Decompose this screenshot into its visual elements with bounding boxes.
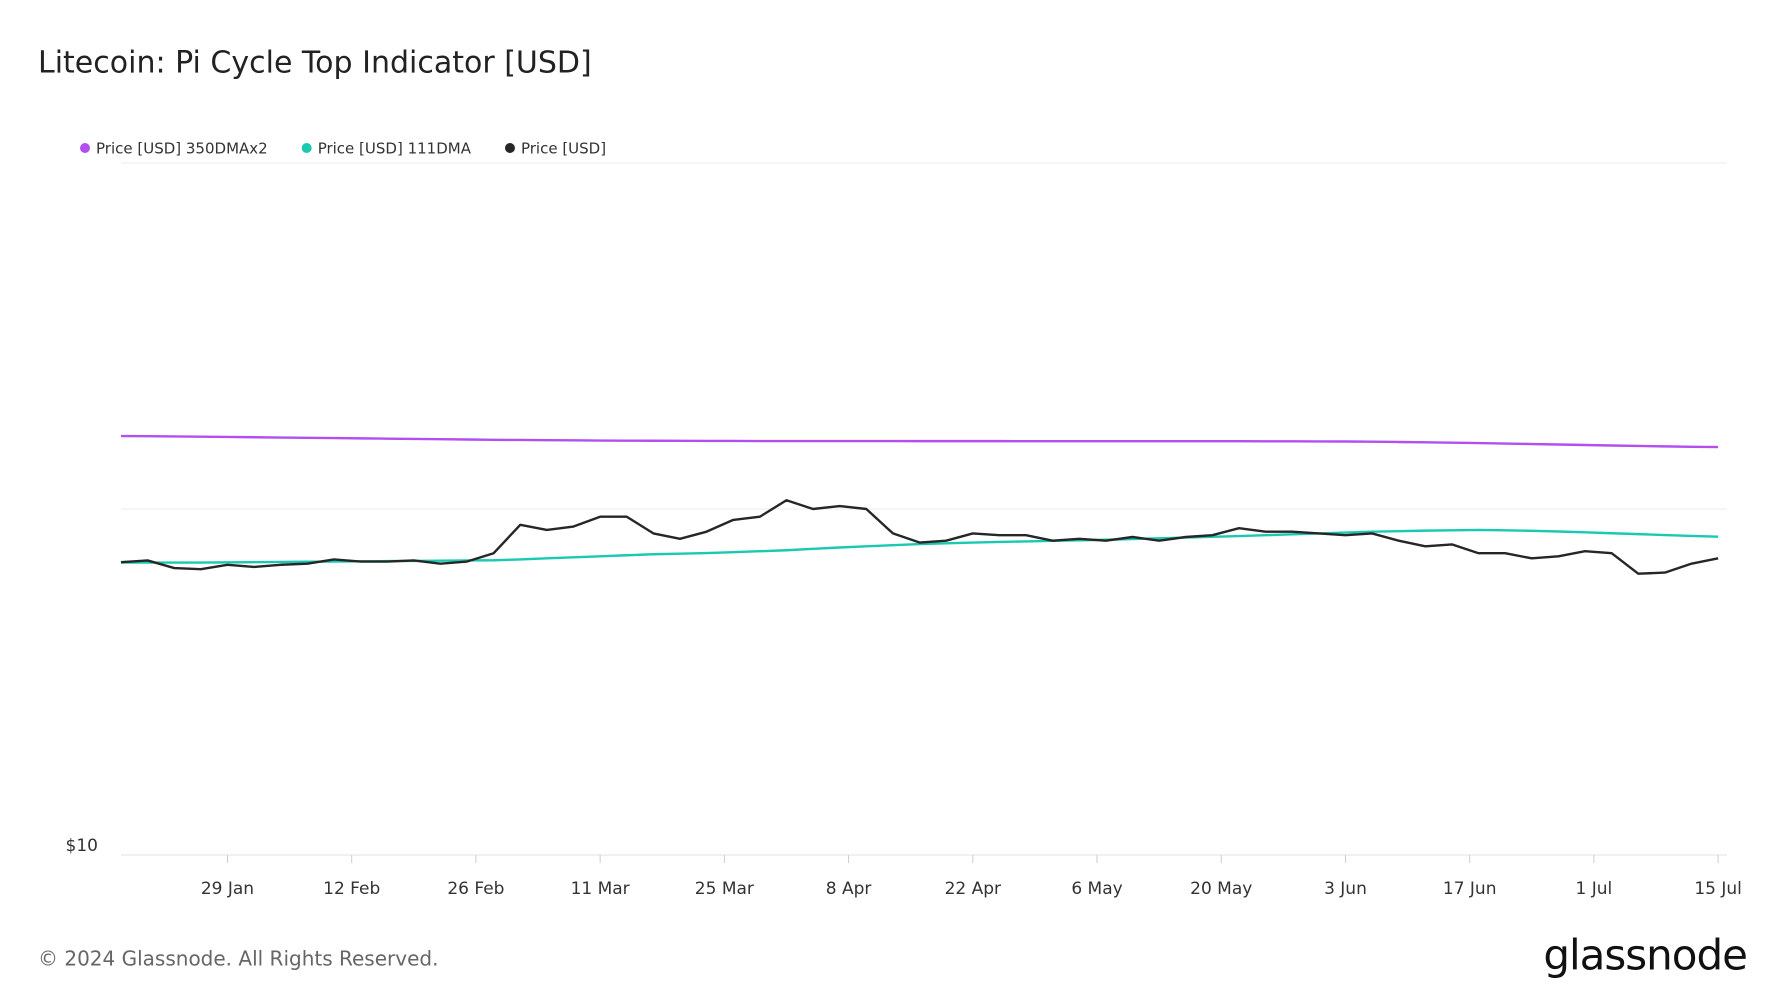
x-tick-label: 29 Jan xyxy=(201,879,254,899)
x-tick-label: 6 May xyxy=(1071,879,1122,899)
legend-label: Price [USD] xyxy=(521,140,606,158)
x-tick-label: 8 Apr xyxy=(826,879,872,899)
series-line xyxy=(120,434,1719,449)
x-tick-label: 12 Feb xyxy=(323,879,380,899)
legend-label: Price [USD] 350DMAx2 xyxy=(96,140,268,158)
brand-logo: glassnode xyxy=(1543,931,1747,980)
x-tick-label: 11 Mar xyxy=(571,879,630,899)
legend-marker xyxy=(80,143,90,153)
series-line xyxy=(120,499,1719,575)
x-tick-label: 22 Apr xyxy=(945,879,1001,899)
x-tick-label: 1 Jul xyxy=(1576,879,1613,899)
y-tick-label: $10 xyxy=(66,836,98,856)
x-tick-label: 26 Feb xyxy=(447,879,504,899)
x-tick-label: 20 May xyxy=(1190,879,1252,899)
legend-marker xyxy=(504,143,515,153)
series-line xyxy=(121,528,1719,564)
x-tick-label: 25 Mar xyxy=(695,879,754,899)
x-tick-label: 3 Jun xyxy=(1324,879,1367,899)
x-tick-label: 15 Jul xyxy=(1694,879,1742,899)
legend-marker xyxy=(301,143,312,153)
legend-label: Price [USD] 111DMA xyxy=(318,140,472,158)
chart-title: Litecoin: Pi Cycle Top Indicator [USD] xyxy=(38,46,592,81)
x-tick-label: 17 Jun xyxy=(1443,879,1497,899)
footer: © 2024 Glassnode. All Rights Reserved. xyxy=(38,947,438,971)
